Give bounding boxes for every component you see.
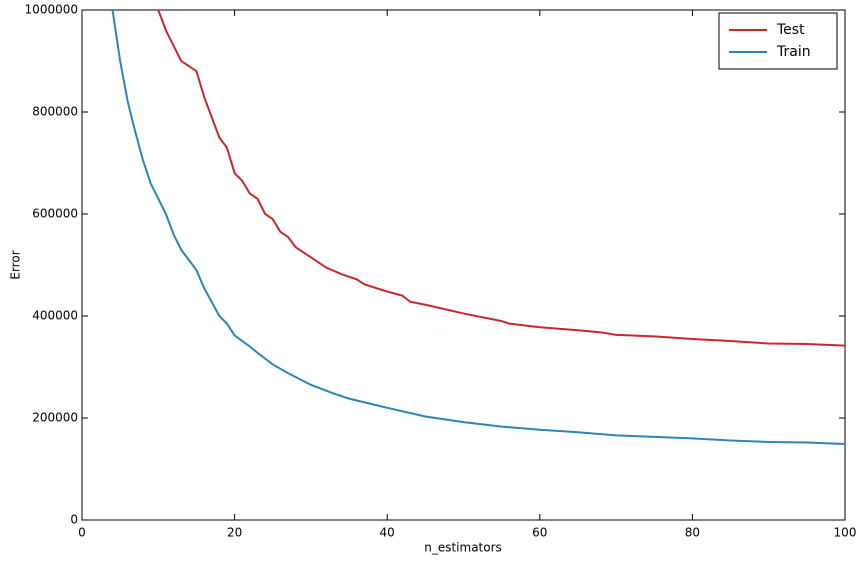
legend-box — [718, 12, 838, 70]
series-line — [111, 10, 845, 446]
y-tick-label: 600000 — [32, 207, 78, 221]
x-tick-label: 60 — [532, 526, 547, 540]
y-tick-label: 1000000 — [25, 3, 78, 17]
lines — [111, 10, 845, 446]
legend: Test Train — [718, 12, 838, 70]
y-tick-label: 200000 — [32, 411, 78, 425]
legend-label: Test — [776, 22, 805, 38]
y-axis-label: Error — [9, 250, 23, 279]
series-line — [157, 10, 845, 347]
legend-label: Train — [776, 44, 811, 60]
x-tick-label: 100 — [834, 526, 857, 540]
y-tick-label: 800000 — [32, 105, 78, 119]
x-tick-label: 80 — [685, 526, 700, 540]
x-tick-label: 20 — [227, 526, 242, 540]
y-tick-label: 400000 — [32, 309, 78, 323]
plot-area — [81, 9, 846, 521]
y-tick-label: 0 — [70, 513, 78, 527]
x-tick-label: 0 — [78, 526, 86, 540]
x-tick-label: 40 — [380, 526, 395, 540]
x-axis-label: n_estimators — [424, 541, 502, 555]
